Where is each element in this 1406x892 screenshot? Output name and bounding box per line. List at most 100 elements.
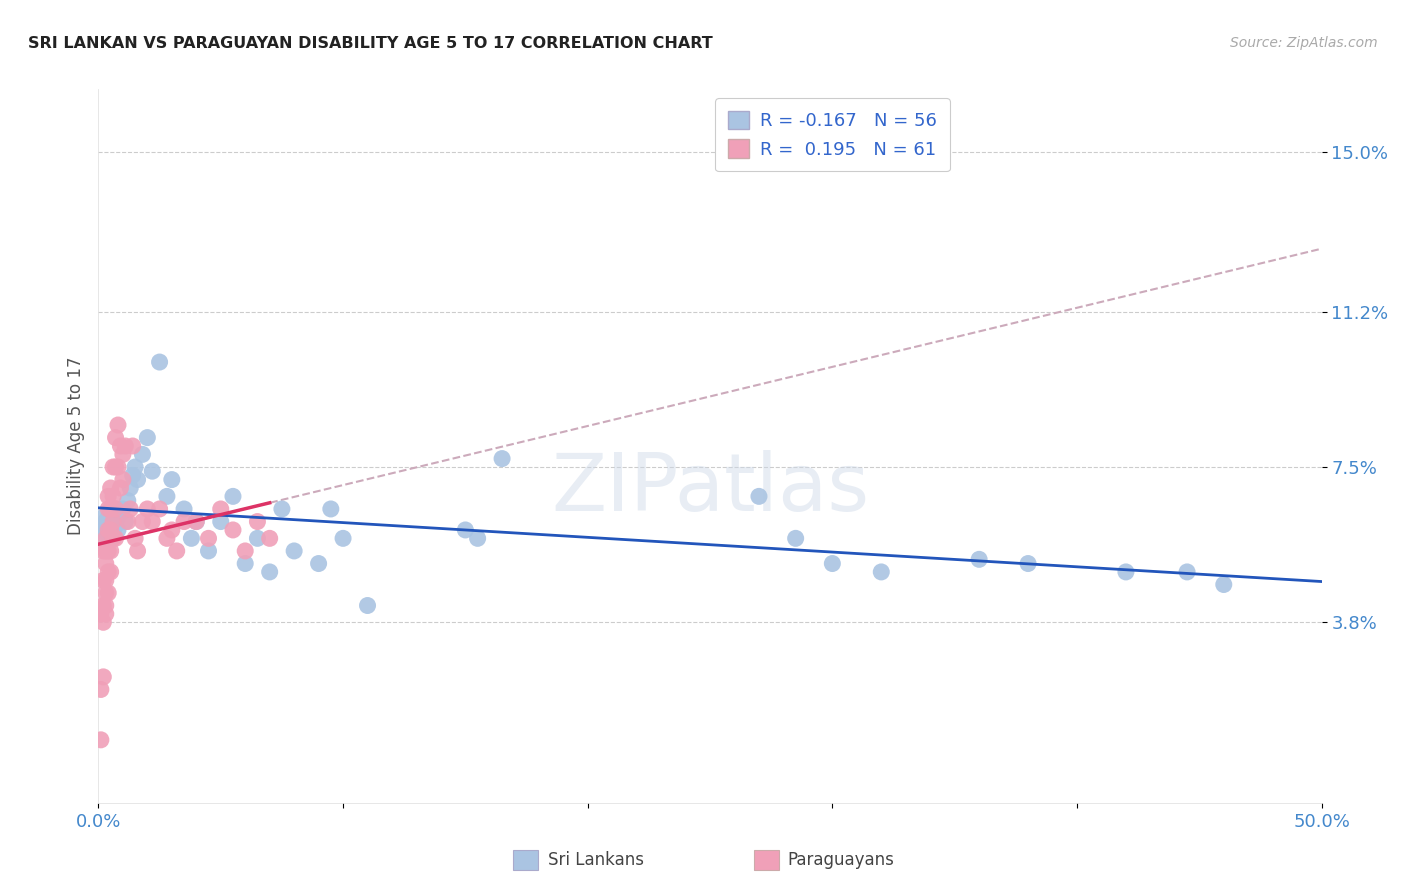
Point — [121, 468, 143, 483]
Point — [186, 515, 208, 529]
Point — [94, 599, 117, 613]
Text: ZIPatlas: ZIPatlas — [551, 450, 869, 528]
Point — [233, 557, 256, 571]
Point — [246, 515, 269, 529]
Point — [94, 607, 117, 621]
Point — [136, 502, 159, 516]
Point — [332, 532, 354, 546]
Point — [114, 439, 136, 453]
Point — [107, 417, 129, 432]
Point — [104, 502, 127, 516]
Point — [90, 523, 112, 537]
Point — [120, 481, 142, 495]
Point — [100, 502, 122, 516]
Point — [101, 527, 124, 541]
Point — [246, 532, 269, 546]
Point — [97, 489, 120, 503]
Point — [197, 544, 219, 558]
Point — [97, 527, 120, 541]
Point — [209, 502, 232, 516]
Point — [100, 544, 122, 558]
Point — [104, 532, 127, 546]
Point — [121, 439, 143, 453]
Point — [222, 523, 245, 537]
Point — [141, 515, 163, 529]
Point — [110, 506, 132, 520]
Point — [91, 574, 114, 588]
Point — [319, 502, 342, 516]
Point — [270, 502, 294, 516]
Point — [94, 515, 117, 529]
Point — [97, 565, 120, 579]
Point — [94, 544, 117, 558]
Point — [100, 523, 122, 537]
Point — [107, 510, 129, 524]
Point — [149, 502, 172, 516]
Point — [967, 552, 990, 566]
Point — [166, 544, 188, 558]
Point — [259, 565, 281, 579]
Point — [124, 532, 146, 546]
Point — [100, 481, 122, 495]
Point — [91, 615, 114, 630]
Point — [141, 464, 163, 478]
Point — [97, 510, 120, 524]
Point — [97, 544, 120, 558]
Y-axis label: Disability Age 5 to 17: Disability Age 5 to 17 — [66, 357, 84, 535]
Point — [91, 510, 114, 524]
Point — [467, 532, 489, 546]
Point — [156, 489, 179, 503]
Text: Paraguayans: Paraguayans — [787, 851, 894, 869]
Point — [117, 493, 139, 508]
Point — [491, 451, 513, 466]
Point — [1175, 565, 1198, 579]
Point — [104, 460, 127, 475]
Point — [127, 473, 149, 487]
Point — [117, 515, 139, 529]
Point — [101, 532, 124, 546]
Point — [180, 532, 202, 546]
Point — [94, 574, 117, 588]
Point — [94, 557, 117, 571]
Point — [209, 515, 232, 529]
Point — [94, 586, 117, 600]
Point — [173, 515, 195, 529]
Point — [91, 532, 114, 546]
Point — [160, 523, 183, 537]
Point — [173, 502, 195, 516]
Text: Sri Lankans: Sri Lankans — [548, 851, 644, 869]
Point — [104, 431, 127, 445]
Point — [100, 565, 122, 579]
Point — [131, 515, 153, 529]
Point — [308, 557, 330, 571]
Point — [127, 544, 149, 558]
Point — [97, 586, 120, 600]
Point — [233, 544, 256, 558]
Point — [101, 489, 124, 503]
Point — [107, 523, 129, 537]
Text: Source: ZipAtlas.com: Source: ZipAtlas.com — [1230, 36, 1378, 50]
Point — [101, 515, 124, 529]
Point — [107, 460, 129, 475]
Point — [101, 460, 124, 475]
Point — [149, 355, 172, 369]
Point — [110, 481, 132, 495]
Point — [124, 460, 146, 475]
Point — [94, 523, 117, 537]
Point — [100, 518, 122, 533]
Point — [131, 447, 153, 461]
Point — [120, 502, 142, 516]
Point — [94, 532, 117, 546]
Point — [160, 473, 183, 487]
Point — [110, 439, 132, 453]
Point — [91, 544, 114, 558]
Point — [748, 489, 770, 503]
Point — [156, 532, 179, 546]
Point — [821, 557, 844, 571]
Point — [785, 532, 807, 546]
Point — [91, 670, 114, 684]
Point — [90, 682, 112, 697]
Point — [197, 532, 219, 546]
Point — [186, 515, 208, 529]
Point — [100, 532, 122, 546]
